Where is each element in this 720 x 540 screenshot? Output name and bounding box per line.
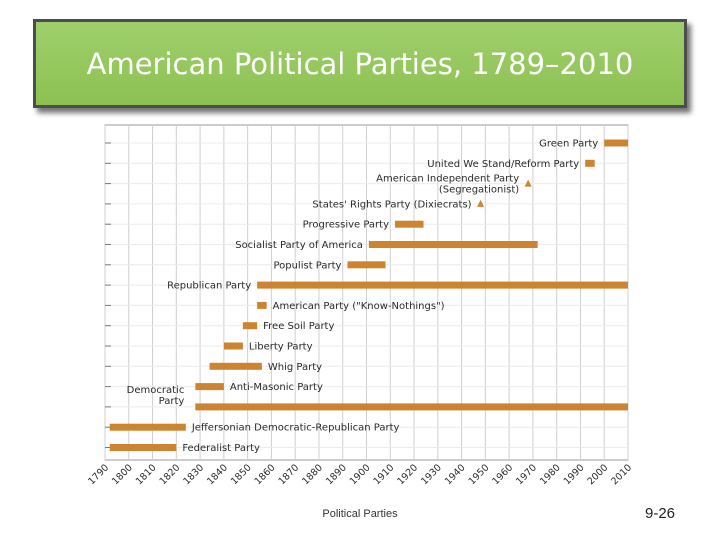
x-tick-label-1940: 1940 (443, 462, 468, 487)
title-banner: American Political Parties, 1789–2010 (33, 19, 687, 108)
x-tick-label-1890: 1890 (324, 462, 349, 487)
bar-american-party-know-nothings (257, 301, 267, 309)
x-tick-label-1980: 1980 (538, 462, 563, 487)
label-whig-party: Whig Party (268, 362, 322, 373)
label-republican-party: Republican Party (167, 281, 251, 292)
x-tick-label-1930: 1930 (419, 462, 444, 487)
label-anti-masonic-party: Anti-Masonic Party (230, 382, 323, 393)
label-united-we-stand-reform-party: United We Stand/Reform Party (427, 159, 579, 170)
bar-socialist-party-of-america (368, 241, 538, 248)
label-american-independent-party-segregationist: American Independent Party (Segregationis… (376, 174, 519, 196)
bar-populist-party (347, 261, 386, 269)
x-tick-label-1950: 1950 (467, 462, 492, 487)
label-socialist-party-of-america: Socialist Party of America (235, 240, 363, 251)
label-green-party: Green Party (539, 139, 598, 150)
x-tick-label-1990: 1990 (562, 462, 587, 487)
bar-republican-party (257, 281, 628, 289)
x-tick-label-1800: 1800 (110, 462, 135, 487)
x-tick-label-1810: 1810 (134, 462, 159, 487)
x-tick-label-1840: 1840 (205, 462, 230, 487)
bar-democratic-party (195, 403, 628, 411)
label-states-rights-party-dixiecrats: States' Rights Party (Dixiecrats) (312, 199, 471, 210)
label-progressive-party: Progressive Party (303, 220, 389, 231)
x-tick-label-1860: 1860 (253, 462, 278, 487)
bar-free-soil-party (242, 322, 258, 330)
x-tick-label-1910: 1910 (372, 462, 397, 487)
marker-american-independent-party-segregationist (524, 179, 532, 187)
x-tick-label-1790: 1790 (86, 462, 111, 487)
bar-jeffersonian-democratic-republican-party (109, 423, 186, 431)
label-populist-party: Populist Party (273, 260, 341, 271)
footer-text: Political Parties (322, 508, 398, 520)
label-federalist-party: Federalist Party (182, 443, 260, 454)
x-tick-label-1960: 1960 (490, 462, 515, 487)
bar-green-party (604, 139, 628, 147)
bar-united-we-stand-reform-party (585, 159, 595, 167)
label-free-soil-party: Free Soil Party (263, 321, 334, 332)
x-tick-label-2010: 2010 (609, 462, 634, 487)
marker-states-rights-party-dixiecrats (477, 199, 485, 207)
x-tick-label-2000: 2000 (585, 462, 610, 487)
x-tick-label-1880: 1880 (300, 462, 325, 487)
x-tick-label-1850: 1850 (229, 462, 254, 487)
x-tick-label-1830: 1830 (181, 462, 206, 487)
x-tick-label-1900: 1900 (348, 462, 373, 487)
bar-progressive-party (395, 220, 424, 228)
label-american-party-know-nothings: American Party ("Know-Nothings") (273, 301, 445, 312)
x-tick-label-1970: 1970 (514, 462, 539, 487)
bar-whig-party (209, 362, 262, 370)
bar-federalist-party (109, 444, 177, 451)
slide-title: American Political Parties, 1789–2010 (86, 46, 634, 81)
label-liberty-party: Liberty Party (249, 342, 313, 353)
slide-number: 9-26 (644, 505, 676, 522)
x-tick-label-1820: 1820 (158, 462, 183, 487)
label-democratic-party: Democratic Party (127, 385, 185, 407)
x-tick-label-1920: 1920 (395, 462, 420, 487)
x-tick-label-1870: 1870 (276, 462, 301, 487)
bar-anti-masonic-party (195, 383, 224, 391)
label-jeffersonian-democratic-republican-party: Jeffersonian Democratic-Republican Party (191, 423, 400, 434)
bar-liberty-party (223, 342, 243, 350)
